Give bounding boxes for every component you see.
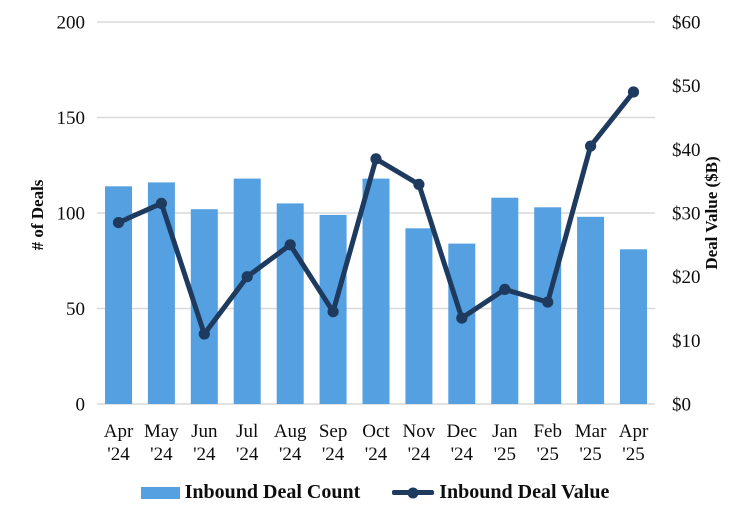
line-point-apr-25 <box>627 86 640 98</box>
left-axis-tick-label: 200 <box>57 13 86 34</box>
right-axis-tick-label: $30 <box>672 204 701 225</box>
x-axis-category-label: Mar '25 <box>575 421 607 465</box>
x-axis-category-label: Jul '24 <box>236 421 259 465</box>
line-point-nov-24 <box>413 178 425 190</box>
left-axis-tick-label: 0 <box>76 395 86 416</box>
bar-jan-25 <box>491 197 519 404</box>
line-point-sep-24 <box>327 306 339 318</box>
right-axis-tick-label: $10 <box>672 331 701 352</box>
bar-may-24 <box>147 182 175 404</box>
left-axis-tick-label: 100 <box>57 204 86 225</box>
right-axis-tick-label: $40 <box>672 140 701 161</box>
line-point-dec-24 <box>456 312 468 324</box>
right-axis-tick-label: $0 <box>672 395 691 416</box>
x-axis-category-label: Jan '25 <box>492 421 518 465</box>
x-axis-category-label: Feb '25 <box>533 421 562 465</box>
bar-nov-24 <box>405 228 433 404</box>
line-point-may-24 <box>155 197 167 209</box>
left-axis-title: # of Deals <box>28 179 47 251</box>
right-axis-tick-label: $20 <box>672 267 701 288</box>
bar-mar-25 <box>577 216 605 404</box>
x-axis-category-label: Oct '24 <box>362 421 390 465</box>
left-axis-tick-label: 50 <box>66 299 85 320</box>
line-point-apr-24 <box>112 217 125 229</box>
x-axis-category-label: Apr '24 <box>104 421 134 465</box>
legend-label-deal-count: Inbound Deal Count <box>184 481 361 503</box>
bar-aug-24 <box>276 203 304 404</box>
right-axis-title: Deal Value ($B) <box>702 156 721 270</box>
x-axis-category-label: May '24 <box>144 421 179 465</box>
x-axis-category-label: Aug '24 <box>274 421 307 465</box>
x-axis-category-label: Apr '25 <box>619 421 649 465</box>
legend: Inbound Deal Count Inbound Deal Value <box>0 481 750 504</box>
line-point-oct-24 <box>370 153 382 165</box>
legend-item-deal-count: Inbound Deal Count <box>140 481 361 504</box>
bar-dec-24 <box>448 243 476 404</box>
line-point-jul-24 <box>241 271 253 283</box>
line-point-mar-25 <box>585 140 597 152</box>
right-axis-tick-label: $60 <box>672 13 701 34</box>
line-swatch-dot-icon <box>407 487 419 498</box>
x-axis-category-label: Jun '24 <box>191 421 218 465</box>
line-point-aug-24 <box>284 239 296 251</box>
line-point-jan-25 <box>499 283 511 295</box>
legend-label-deal-value: Inbound Deal Value <box>439 481 610 503</box>
line-point-jun-24 <box>198 328 210 340</box>
line-swatch-icon <box>392 487 435 498</box>
x-axis-category-label: Nov '24 <box>403 421 436 465</box>
bar-oct-24 <box>362 178 390 404</box>
right-axis-tick-label: $50 <box>672 76 701 97</box>
x-axis-category-label: Sep '24 <box>319 421 348 465</box>
x-axis-category-label: Dec '24 <box>447 421 478 465</box>
legend-item-deal-value: Inbound Deal Value <box>392 481 609 504</box>
left-axis-tick-label: 150 <box>57 108 86 129</box>
line-point-feb-25 <box>542 296 554 308</box>
plot-area: 0 50 100 150 200 $0 $10 $20 $30 $40 $50 $60 Apr '24 Ma… <box>57 13 701 466</box>
bar-swatch-icon <box>140 486 180 499</box>
bar-apr-25 <box>620 249 647 404</box>
